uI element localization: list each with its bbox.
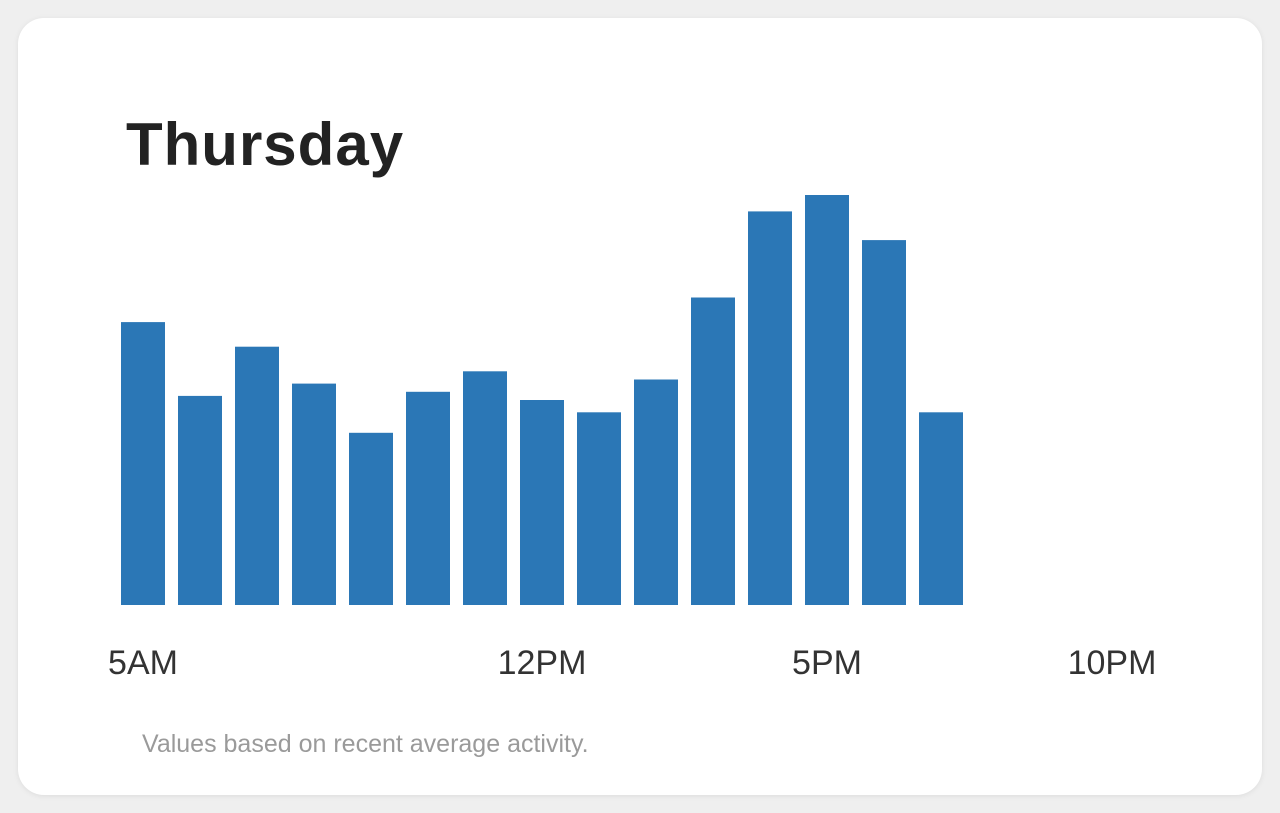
bar-4PM (748, 211, 792, 605)
x-tick-label: 5PM (792, 644, 862, 682)
bar-1PM (577, 412, 621, 605)
bar-6AM (178, 395, 222, 605)
bar-11AM (463, 371, 507, 605)
footnote: Values based on recent average activity. (142, 730, 589, 758)
x-tick-label: 5AM (108, 644, 178, 682)
bar-7AM (235, 346, 279, 605)
bar-9AM (349, 432, 393, 605)
x-tick-label: 12PM (498, 644, 587, 682)
bar-5AM (121, 322, 165, 605)
bar-7PM (919, 412, 963, 605)
bar-6PM (862, 240, 906, 605)
bar-10AM (406, 391, 450, 605)
bar-8AM (292, 383, 336, 605)
bar-5PM (805, 195, 849, 605)
bar-2PM (634, 379, 678, 605)
x-tick-label: 10PM (1068, 644, 1157, 682)
bar-3PM (691, 297, 735, 605)
bar-12PM (520, 400, 564, 605)
day-title: Thursday (126, 111, 405, 178)
